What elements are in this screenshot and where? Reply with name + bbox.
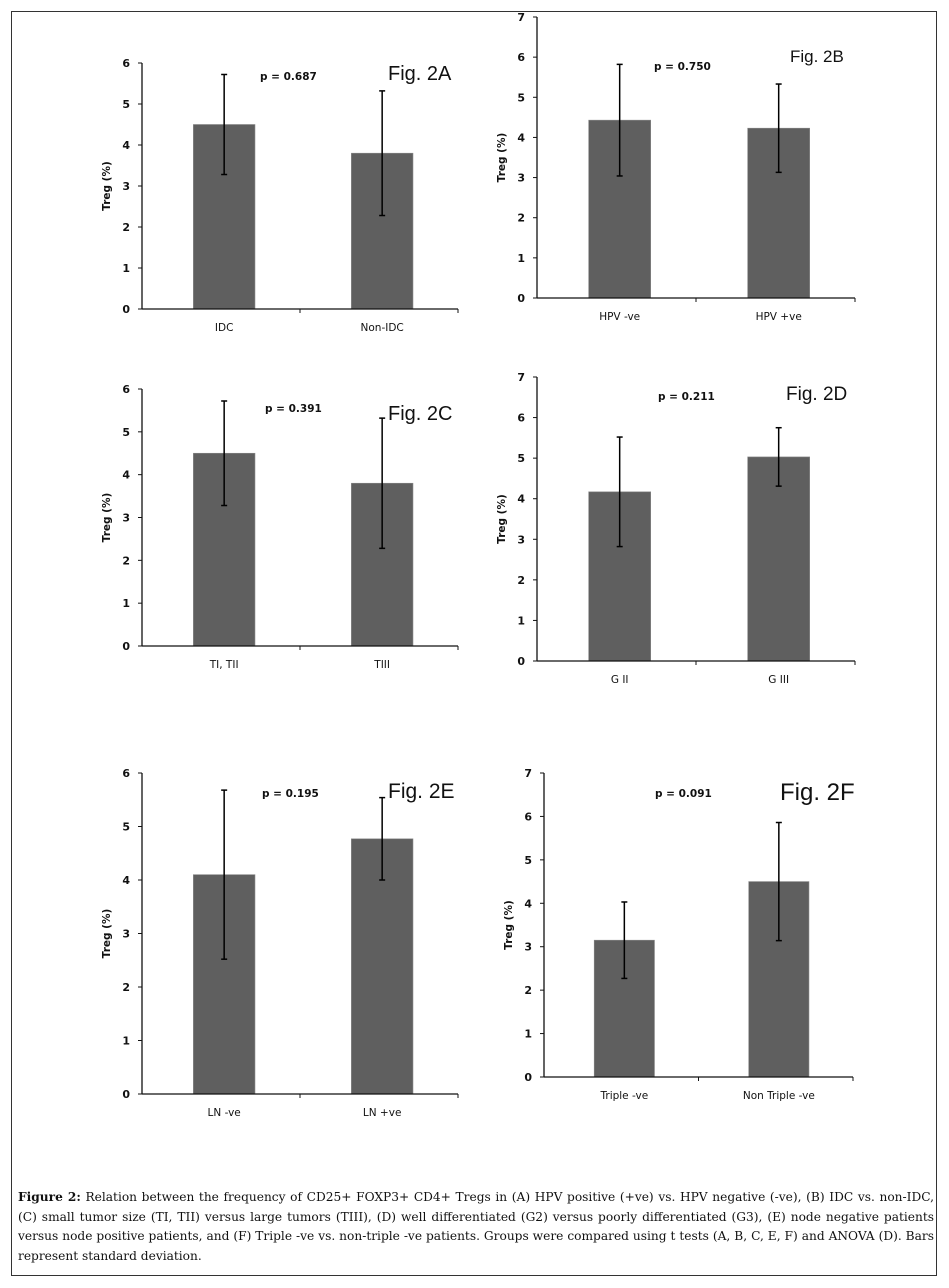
y-tick-label: 5 <box>122 821 130 834</box>
chart-panel-d: G II G III 0 1 2 3 4 5 6 7 Treg (%) p = 0.211 Fig. 2… <box>496 371 856 686</box>
y-tick-label: 7 <box>517 11 525 24</box>
bar-2 <box>747 456 810 662</box>
y-tick-label: 7 <box>517 371 525 384</box>
figure-caption: Figure 2: Relation between the frequency… <box>18 1188 934 1266</box>
y-axis-label: Treg (%) <box>496 494 508 544</box>
y-tick-label: 6 <box>122 383 130 396</box>
y-tick-label: 2 <box>524 984 532 997</box>
p-value-label: p = 0.391 <box>265 403 322 415</box>
chart-panel-a: IDC Non-IDC 0 1 2 3 4 5 6 Treg (%) p = 0.687 Fig. 2… <box>101 57 459 334</box>
category-label: Triple -ve <box>600 1090 649 1102</box>
bar-2 <box>351 838 414 1095</box>
figure-panel-label: Fig. 2B <box>790 47 844 66</box>
y-axis-label: Treg (%) <box>503 900 515 950</box>
category-label: LN -ve <box>208 1107 241 1119</box>
chart-panel-b: HPV -ve HPV +ve 0 1 2 3 4 5 6 7 Treg (%) p = 0.750 F… <box>496 11 856 323</box>
y-tick-label: 6 <box>524 810 532 823</box>
figure-panel-label: Fig. 2E <box>388 780 455 803</box>
y-tick-label: 1 <box>524 1028 532 1041</box>
p-value-label: p = 0.750 <box>654 61 711 73</box>
y-tick-label: 4 <box>122 139 130 152</box>
y-tick-label: 4 <box>122 874 130 887</box>
chart-panel-f: Triple -ve Non Triple -ve 0 1 2 3 4 5 6 7 Treg (%)… <box>503 767 855 1102</box>
p-value-label: p = 0.091 <box>655 788 712 800</box>
y-tick-label: 0 <box>122 1088 130 1101</box>
y-axis-label: Treg (%) <box>101 161 113 211</box>
category-label: TI, TII <box>209 659 239 671</box>
y-tick-label: 2 <box>122 221 130 234</box>
y-tick-label: 6 <box>122 57 130 70</box>
y-tick-label: 5 <box>524 854 532 867</box>
p-value-label: p = 0.195 <box>262 788 319 800</box>
y-tick-label: 5 <box>122 426 130 439</box>
y-tick-label: 4 <box>517 131 525 144</box>
y-tick-label: 6 <box>517 51 525 64</box>
category-label: IDC <box>215 322 234 334</box>
y-tick-label: 2 <box>122 981 130 994</box>
y-tick-label: 1 <box>517 252 525 265</box>
chart-panel-c: TI, TII TIII 0 1 2 3 4 5 6 Treg (%) p = 0.391 Fig. … <box>101 383 459 671</box>
y-tick-label: 1 <box>122 1035 130 1048</box>
p-value-label: p = 0.211 <box>658 391 715 403</box>
p-value-label: p = 0.687 <box>260 71 317 83</box>
y-tick-label: 5 <box>517 91 525 104</box>
y-tick-label: 1 <box>122 262 130 275</box>
figure-charts: IDC Non-IDC 0 1 2 3 4 5 6 Treg (%) p = 0.687 Fig. 2… <box>101 11 856 1119</box>
category-label: Non Triple -ve <box>743 1090 815 1102</box>
y-tick-label: 5 <box>517 452 525 465</box>
y-tick-label: 2 <box>517 212 525 225</box>
figure-frame <box>11 11 937 1276</box>
y-tick-label: 1 <box>122 597 130 610</box>
y-tick-label: 6 <box>122 767 130 780</box>
y-tick-label: 1 <box>517 614 525 627</box>
y-tick-label: 3 <box>517 533 525 546</box>
figure-panel-label: Fig. 2F <box>780 779 855 806</box>
y-tick-label: 0 <box>524 1071 532 1084</box>
category-label: TIII <box>373 659 390 671</box>
y-axis-label: Treg (%) <box>101 493 113 543</box>
y-tick-label: 4 <box>524 897 532 910</box>
y-axis-label: Treg (%) <box>101 909 113 959</box>
y-tick-label: 0 <box>122 303 130 316</box>
y-tick-label: 2 <box>122 554 130 567</box>
chart-panel-e: LN -ve LN +ve 0 1 2 3 4 5 6 Treg (%) p = 0.195 Fig.… <box>101 767 459 1119</box>
category-label: LN +ve <box>363 1107 402 1119</box>
y-tick-label: 3 <box>122 512 130 525</box>
figure-panel-label: Fig. 2A <box>388 63 452 85</box>
category-label: G II <box>611 674 629 686</box>
y-tick-label: 7 <box>524 767 532 780</box>
caption-text: Relation between the frequency of CD25+ … <box>18 1190 935 1263</box>
figure-panel-label: Fig. 2C <box>388 403 452 425</box>
y-tick-label: 4 <box>122 469 130 482</box>
y-tick-label: 2 <box>517 574 525 587</box>
y-tick-label: 0 <box>517 292 525 305</box>
y-tick-label: 0 <box>517 655 525 668</box>
y-tick-label: 3 <box>122 180 130 193</box>
y-tick-label: 5 <box>122 98 130 111</box>
category-label: G III <box>768 674 789 686</box>
caption-label: Figure 2: <box>18 1190 81 1204</box>
category-label: HPV +ve <box>756 311 802 323</box>
figure-panel-label: Fig. 2D <box>786 384 847 405</box>
category-label: HPV -ve <box>599 311 640 323</box>
category-label: Non-IDC <box>361 322 404 334</box>
y-tick-label: 0 <box>122 640 130 653</box>
y-tick-label: 6 <box>517 412 525 425</box>
y-tick-label: 3 <box>517 172 525 185</box>
y-tick-label: 3 <box>524 941 532 954</box>
y-tick-label: 3 <box>122 928 130 941</box>
y-axis-label: Treg (%) <box>496 133 508 183</box>
y-tick-label: 4 <box>517 493 525 506</box>
